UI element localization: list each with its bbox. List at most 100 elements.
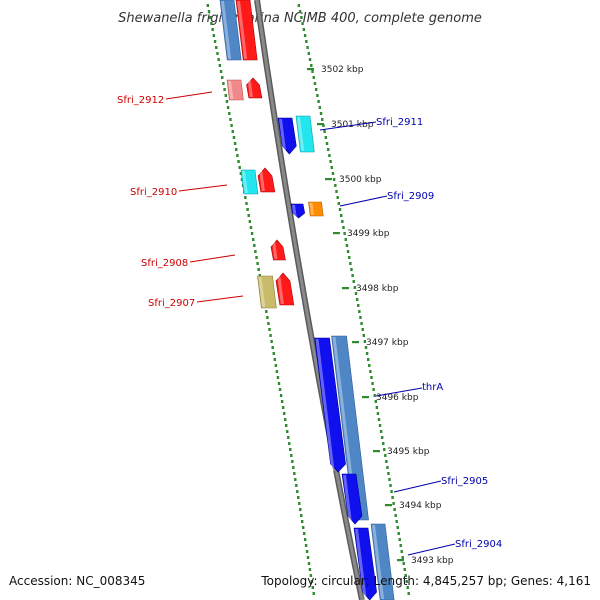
left-tick-rail-mark — [297, 496, 300, 499]
right-tick-rail-mark — [397, 532, 400, 535]
left-tick-rail-mark — [251, 238, 255, 241]
right-tick-rail-mark — [310, 64, 313, 67]
right-tick-rail-mark — [362, 334, 366, 337]
right-tick-rail-mark — [376, 412, 380, 415]
right-tick-rail-mark — [334, 184, 337, 187]
left-tick-rail-mark — [257, 268, 260, 271]
right-tick-rail-mark — [348, 256, 351, 259]
gene-leader-line — [339, 195, 388, 207]
gene-sfri-2912-pink — [226, 79, 244, 101]
right-tick-rail-mark — [303, 34, 307, 37]
left-tick-rail-mark — [278, 388, 282, 391]
right-tick-rail-mark — [344, 238, 347, 241]
right-tick-rail-mark — [343, 232, 346, 235]
right-tick-rail-mark — [383, 448, 386, 451]
right-tick-rail-mark — [371, 382, 374, 385]
left-tick-rail-mark — [303, 538, 307, 541]
right-tick-rail-mark — [321, 118, 324, 121]
right-tick-rail-mark — [316, 94, 319, 97]
right-tick-rail-mark — [368, 364, 371, 367]
right-tick-rail-mark — [342, 226, 345, 229]
left-tick-rail-mark — [276, 376, 280, 379]
kbp-major-tick — [362, 396, 369, 399]
right-tick-rail-mark — [402, 562, 405, 565]
left-tick-rail-mark — [287, 436, 290, 439]
gene-sfri-2904-steelblue — [370, 523, 395, 600]
right-tick-rail-mark — [400, 550, 403, 553]
right-tick-rail-mark — [313, 82, 317, 85]
right-tick-rail-mark — [338, 208, 342, 211]
genome-summary-text: Topology: circular; Length: 4,845,257 bp… — [261, 574, 591, 588]
right-tick-rail-mark — [398, 538, 401, 541]
right-tick-rail-mark — [314, 88, 318, 91]
left-tick-rail-mark — [217, 58, 220, 61]
gene-sfri-2909-orange — [308, 201, 324, 217]
gene-label-reverse: Sfri_2907 — [148, 298, 195, 309]
left-tick-rail-mark — [288, 442, 291, 445]
right-tick-rail-mark — [360, 322, 363, 325]
gene-layer — [219, 0, 395, 600]
left-tick-rail-mark — [254, 250, 257, 253]
right-tick-rail-mark — [311, 70, 314, 73]
gene-leader-line — [319, 121, 377, 131]
left-tick-rail-mark — [292, 466, 295, 469]
gene-label-reverse: Sfri_2908 — [141, 258, 188, 269]
left-tick-rail-mark — [247, 214, 250, 217]
left-tick-rail-mark — [302, 532, 306, 535]
right-tick-rail-mark — [391, 496, 394, 499]
left-tick-rail-mark — [209, 16, 212, 19]
left-tick-rail-mark — [231, 130, 234, 133]
left-tick-rail-mark — [265, 310, 268, 313]
right-tick-rail-mark — [337, 202, 341, 205]
gene-thra-steelblue — [331, 335, 369, 521]
right-tick-rail-mark — [389, 484, 392, 487]
left-tick-rail-mark — [281, 406, 285, 409]
left-tick-rail-mark — [283, 418, 287, 421]
left-tick-rail-mark — [249, 226, 253, 229]
right-tick-rail-mark — [374, 400, 377, 403]
gene-label-forward: Sfri_2905 — [441, 476, 488, 487]
gene-sfri-2909-blue — [290, 203, 306, 219]
left-tick-rail-mark — [275, 370, 279, 373]
right-tick-rail-mark — [406, 586, 409, 589]
gene-sfri-2907-red — [275, 272, 295, 306]
gene-sfri-2912-red — [246, 77, 263, 99]
left-tick-rail-mark — [312, 592, 315, 595]
right-tick-rail-mark — [392, 502, 395, 505]
right-tick-rail-mark — [305, 40, 308, 43]
kbp-major-tick — [317, 123, 324, 126]
right-tick-rail-mark — [354, 292, 358, 295]
left-tick-rail-mark — [245, 202, 248, 205]
gene-label-forward: Sfri_2911 — [376, 117, 423, 128]
left-tick-rail-mark — [307, 562, 311, 565]
left-tick-rail-mark — [207, 10, 211, 13]
left-tick-rail-mark — [301, 520, 304, 523]
right-tick-rail-mark — [349, 262, 352, 265]
left-tick-rail-mark — [218, 64, 222, 67]
right-tick-rail-mark — [323, 130, 326, 133]
kbp-major-tick — [342, 287, 349, 290]
backbone-layer — [254, 0, 365, 600]
gene-sfri-2907-khaki — [257, 275, 277, 309]
left-tick-rail-mark — [266, 316, 269, 319]
right-tick-rail-mark — [361, 328, 364, 331]
left-tick-rail-mark — [293, 472, 296, 475]
gene-leader-line — [196, 295, 244, 303]
tick-layer — [206, 4, 410, 595]
left-tick-rail-mark — [282, 412, 286, 415]
right-tick-rail-mark — [308, 58, 312, 61]
gene-sfri-2908 — [270, 239, 286, 261]
left-tick-rail-mark — [305, 550, 309, 553]
right-tick-rail-mark — [335, 190, 338, 193]
right-tick-rail-mark — [330, 166, 333, 169]
left-tick-rail-mark — [272, 352, 275, 355]
left-tick-rail-mark — [268, 328, 271, 331]
right-tick-rail-mark — [324, 136, 328, 139]
right-tick-rail-mark — [365, 352, 369, 355]
kbp-label: 3493 kbp — [411, 556, 454, 566]
left-tick-rail-mark — [258, 274, 261, 277]
left-tick-rail-mark — [206, 4, 210, 7]
right-tick-rail-mark — [345, 244, 349, 247]
